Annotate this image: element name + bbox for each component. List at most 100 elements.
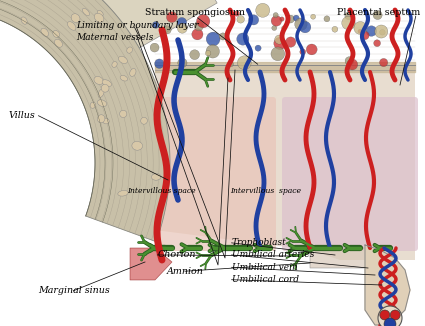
Circle shape [300,49,306,55]
Text: Amnion: Amnion [167,267,203,276]
Circle shape [271,16,282,26]
Ellipse shape [119,110,127,118]
Text: Chorion: Chorion [157,250,196,259]
Ellipse shape [41,28,48,37]
Circle shape [311,14,316,19]
Circle shape [299,21,311,33]
Circle shape [345,57,354,65]
FancyBboxPatch shape [282,97,418,251]
Circle shape [177,18,187,27]
Circle shape [361,31,369,40]
Circle shape [354,22,367,35]
Circle shape [228,62,233,67]
Circle shape [255,45,261,51]
Ellipse shape [97,100,107,107]
Circle shape [237,33,249,45]
Circle shape [332,26,338,32]
Text: Villus: Villus [8,111,35,120]
FancyBboxPatch shape [155,97,276,251]
Circle shape [324,16,330,22]
Polygon shape [130,248,172,280]
Ellipse shape [118,190,128,196]
Circle shape [286,15,295,23]
Circle shape [234,11,240,16]
Ellipse shape [119,56,128,64]
Ellipse shape [94,13,104,22]
Circle shape [380,310,390,320]
Ellipse shape [94,77,103,84]
Ellipse shape [97,10,103,16]
Ellipse shape [68,22,76,30]
Circle shape [273,13,278,18]
Circle shape [196,14,210,28]
Circle shape [192,29,203,40]
Ellipse shape [151,173,161,180]
Polygon shape [0,0,170,242]
Ellipse shape [101,84,109,92]
Text: Umbilical cord: Umbilical cord [232,275,299,284]
Ellipse shape [132,141,142,150]
Circle shape [219,33,227,40]
Ellipse shape [102,118,109,124]
Circle shape [274,37,286,50]
Circle shape [206,45,219,58]
Circle shape [155,59,164,68]
Polygon shape [310,248,375,268]
Ellipse shape [120,75,128,81]
Circle shape [306,44,317,55]
Circle shape [345,12,353,20]
Ellipse shape [127,47,133,53]
Circle shape [373,10,382,20]
Circle shape [249,15,259,25]
Circle shape [177,23,187,33]
Circle shape [163,26,171,34]
Circle shape [295,18,307,30]
Circle shape [206,32,220,46]
Text: Stratum spongiosum: Stratum spongiosum [145,8,246,17]
Ellipse shape [54,39,62,47]
Ellipse shape [82,8,90,16]
Ellipse shape [21,17,27,24]
Circle shape [190,50,200,60]
Circle shape [342,16,355,30]
Ellipse shape [90,102,96,108]
Circle shape [375,25,388,38]
Circle shape [271,47,285,61]
Circle shape [384,318,396,326]
Circle shape [378,306,402,326]
Circle shape [194,21,204,31]
Text: Intervillous  space: Intervillous space [230,187,301,195]
Ellipse shape [98,89,104,97]
Circle shape [205,51,211,56]
Text: Maternal vessels: Maternal vessels [76,33,154,42]
Circle shape [380,29,385,35]
Polygon shape [0,0,217,48]
Circle shape [282,26,286,30]
Ellipse shape [130,68,136,76]
Ellipse shape [112,62,117,67]
Circle shape [374,40,380,47]
Ellipse shape [102,80,111,86]
Text: Limiting or boundary layer: Limiting or boundary layer [76,21,199,30]
Circle shape [366,26,377,36]
Circle shape [286,37,296,47]
Circle shape [237,16,244,23]
Circle shape [347,59,358,70]
Circle shape [167,12,177,22]
Circle shape [280,17,284,21]
Text: Umbilical vein: Umbilical vein [232,263,298,272]
Ellipse shape [97,115,105,123]
Circle shape [150,43,159,52]
Circle shape [275,35,284,44]
Circle shape [272,25,277,31]
Circle shape [238,56,251,70]
Circle shape [380,58,388,67]
Circle shape [293,15,299,21]
Circle shape [358,29,362,33]
Text: Umbilical arteries: Umbilical arteries [232,250,314,259]
Text: Intervillous space: Intervillous space [127,187,196,195]
Ellipse shape [53,31,60,37]
Text: Marginal sinus: Marginal sinus [38,286,110,295]
Circle shape [178,58,187,67]
Circle shape [390,310,400,320]
